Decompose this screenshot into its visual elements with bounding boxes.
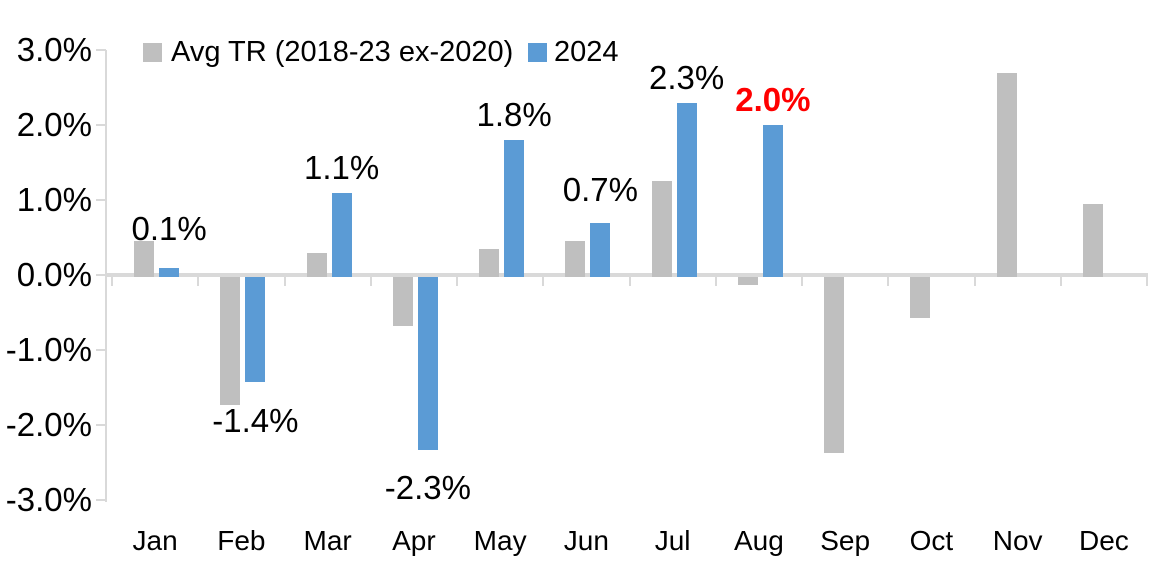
bar-feb-current [245, 277, 266, 382]
data-label-feb: -1.4% [212, 402, 299, 439]
x-axis-label-nov: Nov [992, 525, 1043, 556]
y-axis-tick-label: -2.0% [5, 406, 92, 443]
y-axis-tick-label: -3.0% [5, 481, 92, 518]
x-axis-tick-mark [628, 277, 631, 286]
x-axis-label-jul: Jul [654, 525, 691, 556]
x-axis-label-feb: Feb [217, 525, 266, 556]
data-label-jul: 2.3% [649, 58, 725, 96]
x-axis-label-jan: Jan [132, 525, 178, 556]
bar-aug-current [762, 125, 783, 277]
x-axis-label-jun: Jun [563, 525, 609, 556]
legend-swatch-2024 [528, 43, 547, 62]
x-axis-label-sep: Sep [820, 525, 871, 556]
x-axis-tick-mark [887, 277, 890, 286]
legend-swatch-avg-tr [143, 43, 162, 62]
bar-may-current [504, 140, 525, 277]
x-axis-label-apr: Apr [392, 525, 436, 556]
y-axis-tick-label: 1.0% [16, 181, 92, 218]
x-axis-tick-mark [801, 277, 803, 286]
y-axis-tick-label: 3.0% [16, 31, 92, 68]
x-axis-line [105, 273, 1148, 277]
data-label-mar: 1.1% [304, 148, 380, 186]
y-axis-tick-label: 0.0% [16, 256, 92, 293]
x-axis-tick-mark [369, 277, 372, 286]
bar-feb-avg [220, 277, 241, 405]
bar-dec-avg [1082, 203, 1103, 277]
bar-apr-avg [392, 277, 413, 326]
legend-label-avg-tr: Avg TR (2018-23 ex-2020) [171, 36, 514, 68]
x-axis-tick-mark [456, 277, 458, 286]
x-axis-tick-mark [197, 277, 200, 286]
data-label-apr: -2.3% [384, 468, 471, 506]
y-axis-tick-mark [96, 49, 106, 51]
x-axis-tick-mark [1146, 277, 1148, 286]
x-axis-tick-mark [1059, 277, 1062, 286]
data-label-may: 1.8% [476, 96, 552, 133]
bar-jun-current [590, 222, 611, 277]
chart-legend: Avg TR (2018-23 ex-2020) 2024 [0, 0, 1152, 70]
data-label-aug: 2.0% [735, 81, 811, 118]
x-axis-label-mar: Mar [303, 525, 352, 556]
x-axis-tick-mark [973, 277, 976, 286]
bar-aug-avg [737, 277, 758, 285]
x-axis-tick-mark [283, 277, 286, 286]
y-axis-tick-mark [96, 124, 106, 126]
bar-nov-avg [996, 72, 1017, 277]
legend-label-2024: 2024 [554, 36, 619, 68]
data-label-jan: 0.1% [131, 209, 207, 247]
bar-mar-avg [306, 252, 327, 277]
bar-jan-avg [134, 241, 155, 277]
y-axis-tick-mark [96, 499, 106, 501]
bar-jul-avg [651, 181, 672, 277]
x-axis-label-dec: Dec [1078, 525, 1129, 556]
bar-may-avg [479, 248, 500, 277]
x-axis-label-aug: Aug [733, 525, 784, 556]
x-axis-tick-mark [111, 277, 113, 286]
y-axis-tick-label: -1.0% [5, 331, 92, 368]
x-axis-label-may: May [473, 525, 527, 556]
y-axis-tick-mark [96, 199, 106, 201]
bar-jul-current [676, 102, 697, 277]
x-axis-label-oct: Oct [909, 525, 954, 556]
data-label-jun: 0.7% [562, 170, 638, 208]
y-axis-tick-mark [96, 424, 106, 426]
bar-jan-current [159, 267, 180, 277]
y-axis-tick-label: 2.0% [16, 106, 92, 143]
x-axis-tick-mark [542, 277, 545, 286]
bar-oct-avg [910, 277, 931, 319]
bar-jun-avg [565, 241, 586, 277]
bar-apr-current [417, 277, 438, 450]
x-axis-tick-mark [714, 277, 717, 286]
y-axis-tick-mark [96, 274, 106, 276]
bar-sep-avg [824, 277, 845, 454]
bar-mar-current [331, 192, 352, 277]
y-axis-tick-mark [96, 349, 106, 351]
